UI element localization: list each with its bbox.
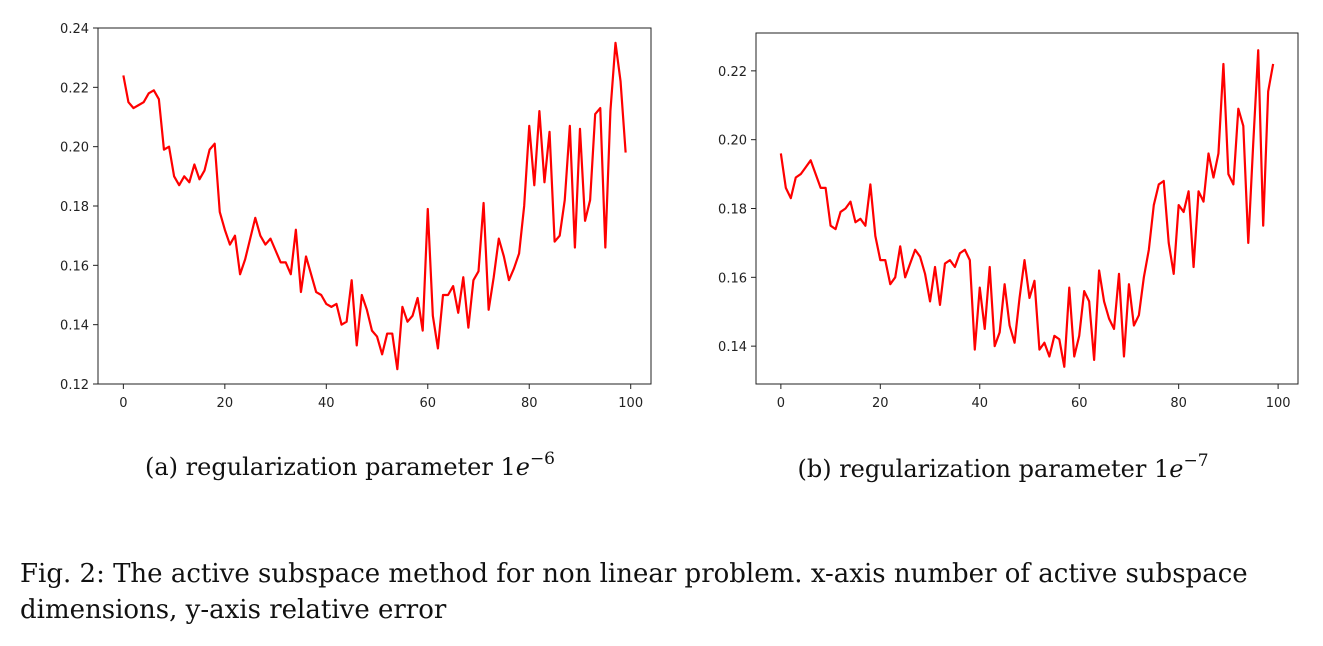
x-tick-label: 0	[777, 396, 785, 411]
y-tick-label: 0.14	[60, 319, 89, 334]
y-tick-label: 0.20	[60, 141, 89, 156]
x-tick-label: 40	[318, 396, 335, 411]
y-tick-label: 0.22	[718, 65, 747, 80]
y-tick-label: 0.18	[60, 200, 89, 215]
subcaption-a: (a) regularization parameter 1e−6	[145, 449, 555, 481]
x-tick-label: 60	[1071, 396, 1088, 411]
plot-frame	[755, 32, 1299, 385]
x-tick-label: 0	[119, 396, 127, 411]
x-tick-label: 80	[521, 396, 538, 411]
x-tick-label: 100	[618, 396, 643, 411]
y-tick-label: 0.16	[60, 259, 89, 274]
y-tick-label: 0.24	[60, 22, 89, 37]
x-tick-label: 40	[971, 396, 988, 411]
subcaption-b: (b) regularization parameter 1e−7	[797, 451, 1208, 483]
figure-caption: Fig. 2: The active subspace method for n…	[20, 559, 1248, 625]
plot-frame	[97, 27, 652, 385]
y-tick-label: 0.12	[60, 378, 89, 393]
series-line	[779, 49, 1275, 368]
chart-a: 0 20 40 60 80 100 0.12 0.14 0.16 0.18 0.20 0.22 0.24	[60, 22, 652, 411]
chart-b: 0 20 40 60 80 100 0.14 0.16 0.18 0.20 0.22	[718, 32, 1299, 411]
y-tick-label: 0.16	[718, 271, 747, 286]
x-tick-label: 80	[1170, 396, 1187, 411]
y-tick-label: 0.14	[718, 340, 747, 355]
y-tick-label: 0.18	[718, 203, 747, 218]
y-tick-label: 0.20	[718, 134, 747, 149]
x-tick-label: 100	[1266, 396, 1291, 411]
x-tick-label: 60	[419, 396, 436, 411]
x-tick-label: 20	[872, 396, 889, 411]
series-line	[122, 41, 627, 371]
x-tick-label: 20	[217, 396, 234, 411]
y-tick-label: 0.22	[60, 81, 89, 96]
